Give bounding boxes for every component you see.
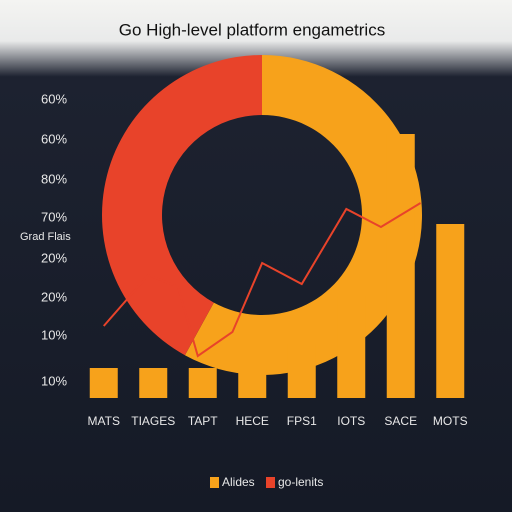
chart-title: Go High-level platform engametrics [119, 20, 385, 39]
legend-swatch [210, 477, 219, 488]
y-tick-label: 10% [41, 373, 67, 388]
donut [101, 55, 422, 375]
x-tick-label: MATS [88, 414, 120, 428]
x-tick-label: MOTS [433, 414, 468, 428]
x-tick-label: TIAGES [131, 414, 175, 428]
line [102, 202, 422, 358]
y-tick-label: 60% [41, 131, 67, 146]
x-tick-label: TAPT [188, 414, 218, 428]
legend-label: Alides [222, 475, 255, 489]
y-tick-label: 10% [41, 327, 67, 342]
bar [287, 344, 316, 398]
bar [386, 134, 415, 398]
bar [89, 368, 118, 398]
plot [89, 134, 465, 398]
donut-segment [101, 55, 262, 356]
y-axis-label: Grad Flais [20, 231, 71, 243]
donut-segment [184, 55, 422, 375]
legend-swatch [266, 477, 275, 488]
bar [188, 368, 217, 398]
legend: Alides go-lenits [210, 475, 323, 489]
x-tick-label: IOTS [337, 414, 365, 428]
y-tick-label: 70% [41, 209, 67, 224]
y-tick-label: 60% [41, 91, 67, 106]
legend-label: go-lenits [278, 475, 323, 489]
y-tick-label: 80% [41, 171, 67, 186]
bar [238, 368, 267, 398]
bar [436, 224, 465, 398]
bar [139, 368, 168, 398]
y-tick-label: 20% [41, 289, 67, 304]
x-tick-label: HECE [236, 414, 269, 428]
x-tick-label: FPS1 [287, 414, 317, 428]
x-tick-label: SACE [384, 414, 417, 428]
bar [337, 296, 366, 398]
y-tick-label: 20% [41, 250, 67, 265]
